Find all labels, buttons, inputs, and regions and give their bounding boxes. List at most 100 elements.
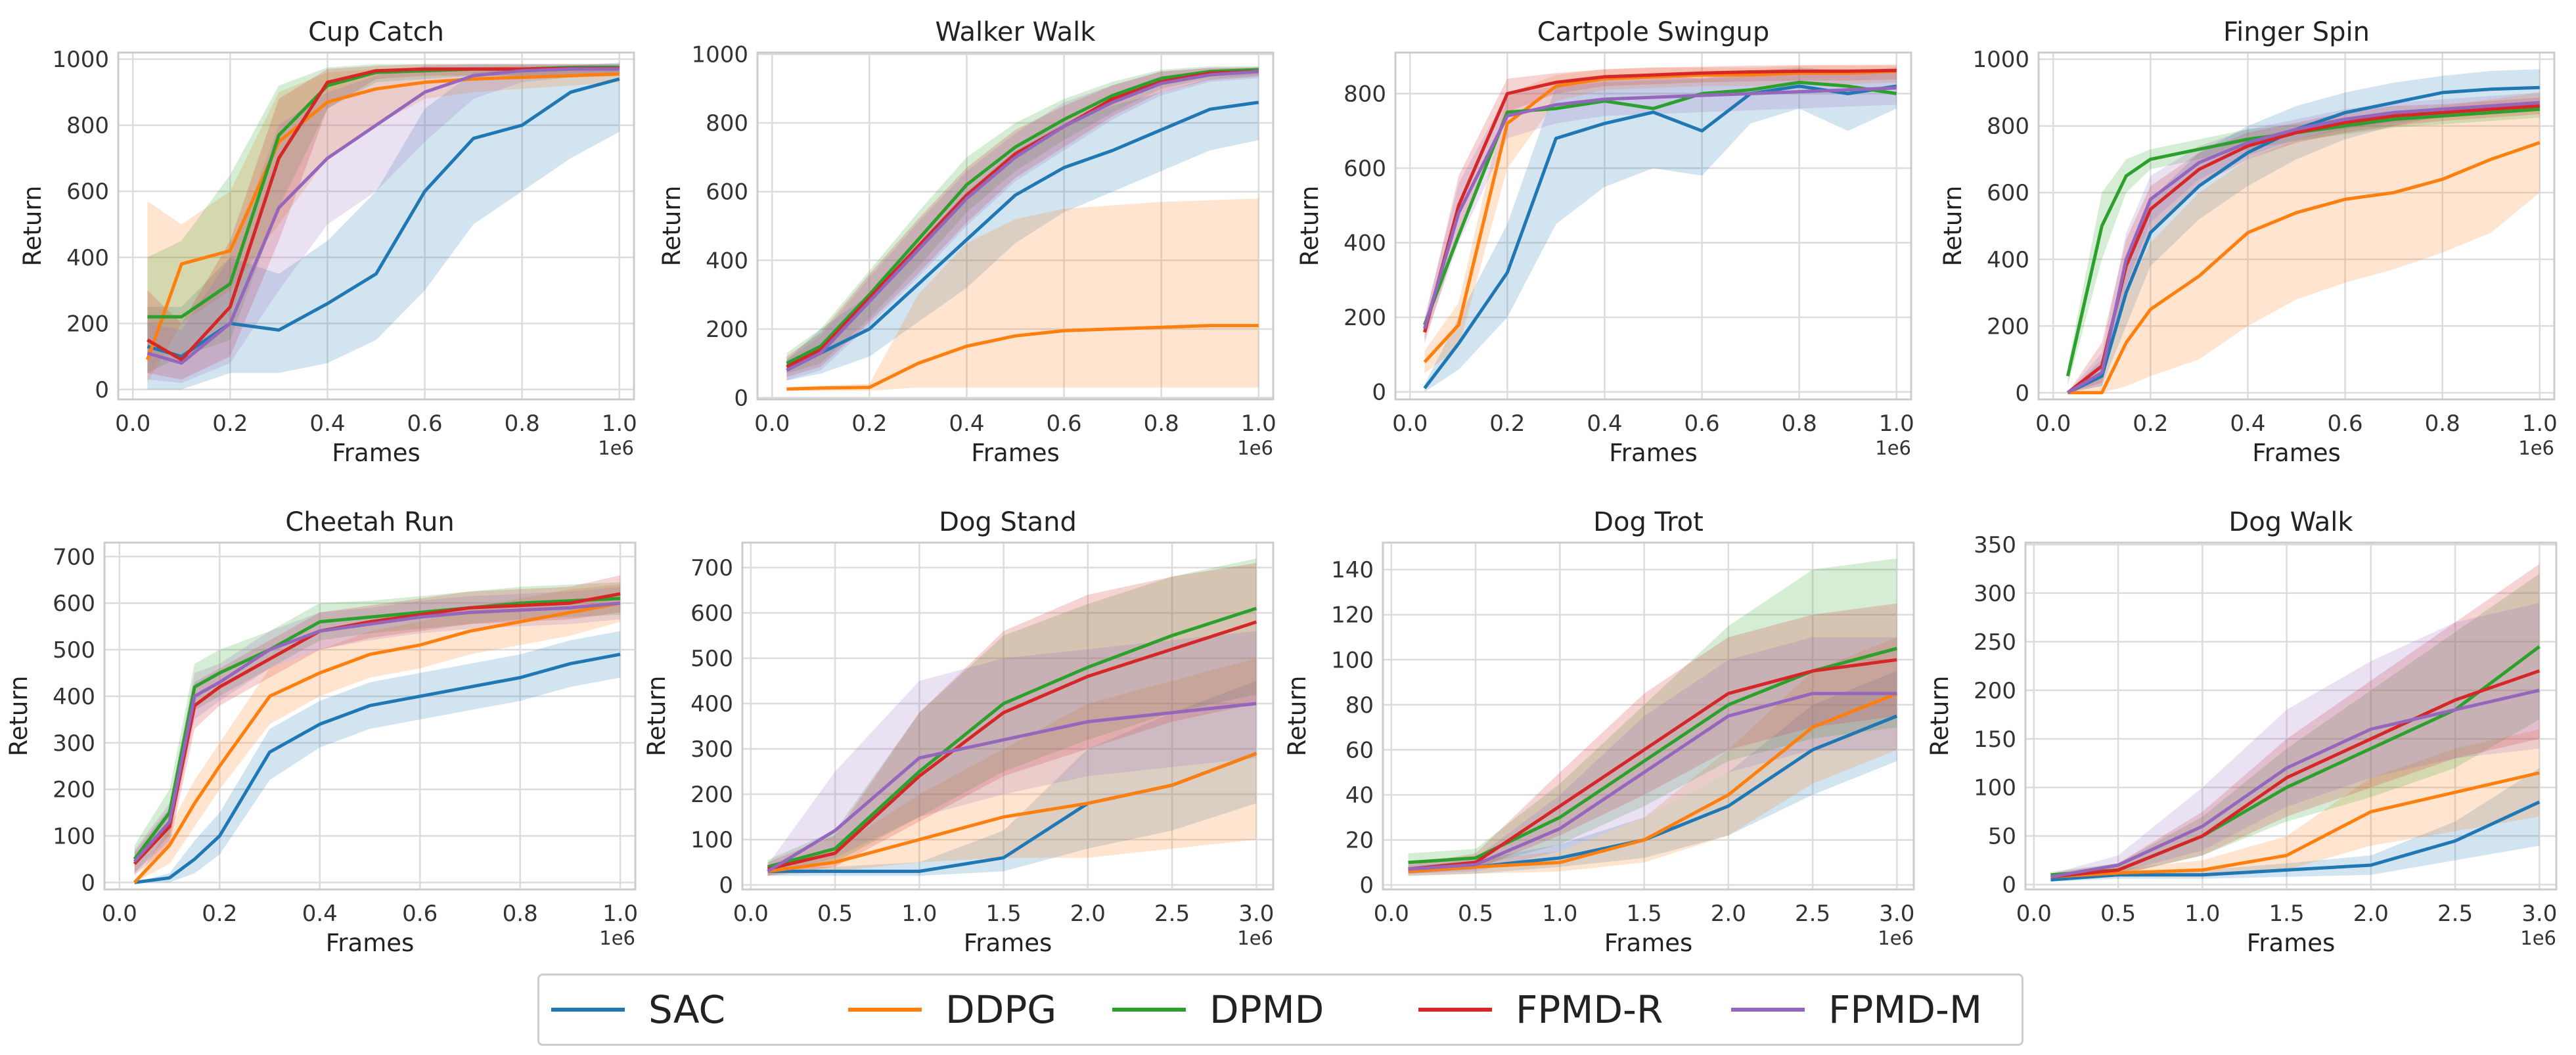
x-axis-label: Frames bbox=[2252, 439, 2341, 467]
line-ddpg-cheetah-run bbox=[133, 601, 621, 884]
band-dpmd-dog-stand bbox=[767, 558, 1257, 874]
y-tick-label: 60 bbox=[1345, 737, 1374, 763]
chart-title: Walker Walk bbox=[936, 17, 1096, 47]
x-tick-label: 1.0 bbox=[602, 411, 637, 437]
chart-title: Cup Catch bbox=[308, 17, 444, 47]
x-tick-label: 0.8 bbox=[505, 411, 540, 437]
chart-title: Finger Spin bbox=[2223, 17, 2370, 47]
legend-item-fpmd-m: FPMD-M bbox=[1731, 976, 1982, 1044]
y-tick-label: 0 bbox=[1372, 380, 1386, 406]
y-tick-label: 0 bbox=[734, 385, 748, 411]
line-fpmd-m-cup-catch bbox=[147, 67, 620, 365]
y-tick-label: 40 bbox=[1345, 782, 1374, 809]
band-sac-cheetah-run bbox=[134, 631, 621, 883]
x-tick-label: 1.0 bbox=[602, 901, 638, 927]
line-fpmd-m-dog-stand bbox=[767, 702, 1257, 873]
line-ddpg-finger-spin bbox=[2068, 141, 2541, 395]
x-tick-label: 0.4 bbox=[309, 411, 345, 437]
line-sac-dog-walk bbox=[2050, 800, 2541, 882]
chart-title: Dog Stand bbox=[939, 507, 1077, 537]
y-tick-label: 200 bbox=[1987, 313, 2029, 340]
chart-title: Cheetah Run bbox=[285, 507, 454, 537]
plot-frame bbox=[2037, 51, 2556, 401]
band-fpmd-m-cup-catch bbox=[147, 64, 620, 383]
x-tick-label: 0.6 bbox=[2328, 411, 2363, 437]
y-tick-label: 0 bbox=[719, 872, 733, 899]
chart-dog-trot: 0.0 0.5 1.0 1.5 2.0 2.5 3.0 0 20 40 60 80 100 120 140 D… bbox=[1283, 507, 1915, 957]
y-tick-label: 800 bbox=[1987, 114, 2029, 140]
line-fpmd-r-dog-trot bbox=[1408, 658, 1897, 871]
x-tick-label: 0.8 bbox=[503, 901, 538, 927]
x-tick-label: 0.0 bbox=[102, 901, 137, 927]
x-tick-label: 0.2 bbox=[851, 411, 887, 437]
x-tick-label: 2.5 bbox=[1795, 901, 1830, 927]
x-axis-label: Frames bbox=[332, 439, 420, 467]
chart-walker-walk: 0.0 0.2 0.4 0.6 0.8 1.0 0 200 400 600 800 1000 Walke… bbox=[658, 17, 1277, 467]
line-fpmd-r-dog-stand bbox=[767, 620, 1257, 871]
x-tick-label: 2.5 bbox=[1154, 901, 1190, 927]
y-tick-label: 250 bbox=[1974, 629, 2016, 656]
x-axis-multiplier: 1e6 bbox=[2520, 927, 2556, 949]
y-tick-label: 300 bbox=[53, 730, 95, 757]
line-ddpg-cup-catch bbox=[146, 72, 620, 361]
plot-frame bbox=[741, 541, 1275, 891]
band-sac-cartpole-swingup bbox=[1424, 67, 1897, 392]
chart-finger-spin: 0.0 0.2 0.4 0.6 0.8 1.0 0 200 400 600 800 1000 Finge… bbox=[1939, 17, 2558, 467]
x-axis-label: Frames bbox=[2247, 929, 2336, 957]
x-tick-label: 0.2 bbox=[202, 901, 237, 927]
x-tick-label: 0.4 bbox=[1587, 411, 1622, 437]
x-axis-multiplier: 1e6 bbox=[598, 437, 634, 459]
x-tick-label: 0.2 bbox=[2133, 411, 2168, 437]
y-tick-label: 100 bbox=[1974, 775, 2016, 801]
band-sac-cup-catch bbox=[147, 62, 620, 390]
line-fpmd-r-walker-walk bbox=[786, 70, 1259, 369]
x-tick-label: 0.6 bbox=[407, 411, 443, 437]
line-dpmd-cheetah-run bbox=[133, 596, 621, 861]
x-tick-label: 0.0 bbox=[733, 901, 769, 927]
y-tick-label: 300 bbox=[690, 736, 733, 763]
band-ddpg-cheetah-run bbox=[134, 584, 621, 883]
y-tick-label: 400 bbox=[1344, 231, 1386, 257]
x-tick-label: 0.0 bbox=[1392, 411, 1428, 437]
y-axis-label: Return bbox=[1939, 186, 1967, 267]
band-ddpg-finger-spin bbox=[2068, 92, 2540, 393]
y-tick-label: 400 bbox=[1987, 247, 2029, 273]
x-tick-label: 0.2 bbox=[212, 411, 248, 437]
band-ddpg-walker-walk bbox=[786, 198, 1259, 391]
x-tick-label: 2.0 bbox=[1711, 901, 1746, 927]
x-axis-multiplier: 1e6 bbox=[1875, 437, 1911, 459]
x-axis-label: Frames bbox=[964, 929, 1052, 957]
x-axis-label: Frames bbox=[1604, 929, 1693, 957]
line-ddpg-dog-trot bbox=[1408, 692, 1898, 874]
y-tick-label: 200 bbox=[66, 311, 109, 337]
line-fpmd-r-dog-walk bbox=[2050, 669, 2541, 879]
plot-frame bbox=[756, 51, 1275, 401]
line-fpmd-m-cheetah-run bbox=[133, 601, 621, 863]
y-tick-label: 200 bbox=[53, 777, 95, 803]
line-fpmd-m-cartpole-swingup bbox=[1423, 86, 1897, 329]
line-fpmd-m-walker-walk bbox=[786, 70, 1259, 372]
x-tick-label: 0.5 bbox=[817, 901, 853, 927]
legend-item-sac: SAC bbox=[551, 976, 725, 1044]
x-tick-label: 1.5 bbox=[1627, 901, 1662, 927]
line-ddpg-walker-walk bbox=[786, 324, 1259, 391]
legend-swatch-ddpg bbox=[848, 1008, 922, 1012]
legend-item-dpmd: DPMD bbox=[1112, 976, 1324, 1044]
line-sac-walker-walk bbox=[786, 101, 1259, 372]
line-fpmd-m-finger-spin bbox=[2067, 101, 2540, 394]
line-dpmd-dog-stand bbox=[767, 606, 1257, 868]
line-sac-cheetah-run bbox=[134, 652, 621, 884]
y-tick-label: 0 bbox=[95, 377, 109, 403]
y-tick-label: 0 bbox=[1359, 872, 1374, 899]
x-tick-label: 0.0 bbox=[1374, 901, 1409, 927]
line-dpmd-cartpole-swingup bbox=[1423, 80, 1897, 326]
y-tick-label: 0 bbox=[2002, 872, 2016, 899]
band-fpmd-r-dog-trot bbox=[1408, 603, 1897, 874]
band-fpmd-m-finger-spin bbox=[2068, 92, 2540, 393]
x-tick-label: 1.5 bbox=[2269, 901, 2305, 927]
y-tick-label: 20 bbox=[1345, 828, 1374, 854]
y-axis-label: Return bbox=[1283, 676, 1311, 757]
y-tick-label: 200 bbox=[690, 782, 733, 808]
x-tick-label: 3.0 bbox=[1238, 901, 1274, 927]
y-tick-label: 600 bbox=[66, 179, 109, 205]
